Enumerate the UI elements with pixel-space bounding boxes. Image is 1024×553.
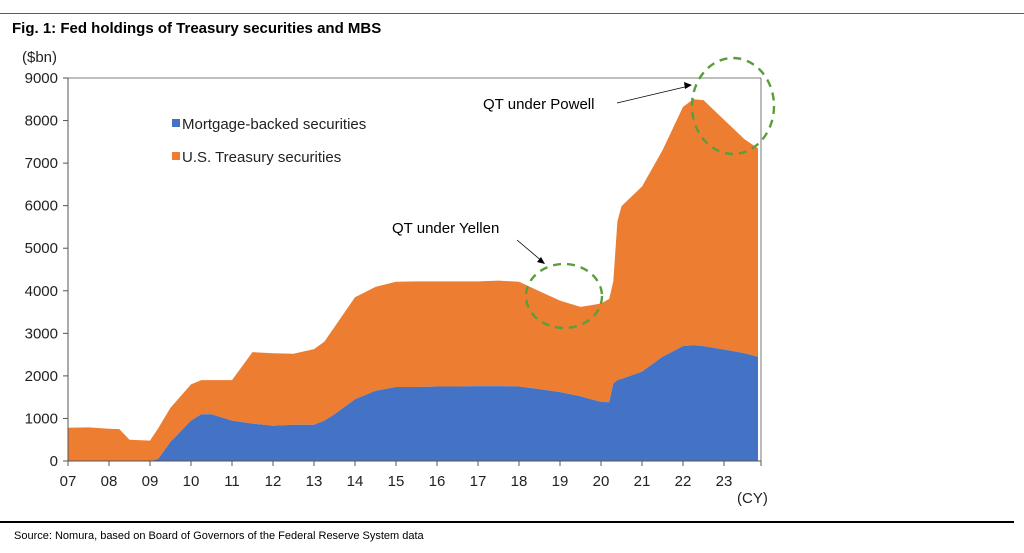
arrowhead-yellen: [537, 257, 545, 264]
top-rule: [0, 13, 1024, 14]
legend-swatch-mbs: [172, 119, 180, 127]
y-tick-label: 6000: [25, 198, 58, 215]
source-note: Source: Nomura, based on Board of Govern…: [14, 530, 424, 542]
y-tick-label: 3000: [25, 325, 58, 342]
series-area-treasury: [68, 99, 758, 462]
plot-area: [68, 77, 762, 461]
x-tick-label: 07: [60, 473, 77, 490]
bottom-rule: [0, 521, 1014, 523]
y-tick-label: 1000: [25, 410, 58, 427]
figure-title: Fig. 1: Fed holdings of Treasury securit…: [12, 20, 382, 37]
y-tick-label: 4000: [25, 283, 58, 300]
x-tick-label: 23: [716, 473, 733, 490]
x-tick-label: 18: [511, 473, 528, 490]
x-axis-label: (CY): [737, 490, 768, 507]
x-tick-label: 20: [593, 473, 610, 490]
axes-group: [63, 77, 762, 466]
x-tick-label: 10: [183, 473, 200, 490]
x-tick-label: 13: [306, 473, 323, 490]
legend-label-mbs: Mortgage-backed securities: [182, 116, 366, 133]
y-tick-label: 5000: [25, 240, 58, 257]
legend-swatch-treasury: [172, 152, 180, 160]
y-tick-label: 9000: [25, 70, 58, 87]
series-group: [68, 99, 758, 462]
annotation-text-yellen: QT under Yellen: [392, 220, 499, 237]
x-tick-label: 21: [634, 473, 651, 490]
tick-labels-group: 0 1000 2000 3000 4000 5000 6000 7000 8000 9000 07 0…: [25, 70, 733, 490]
x-tick-label: 19: [552, 473, 569, 490]
y-tick-label: 8000: [25, 113, 58, 130]
y-tick-label: 0: [50, 453, 58, 470]
x-tick-label: 08: [101, 473, 118, 490]
annotation-qt-powell: QT under Powell: [483, 56, 776, 156]
annotation-arrow-powell: [616, 85, 690, 104]
x-tick-label: 15: [388, 473, 405, 490]
x-tick-label: 11: [224, 473, 240, 490]
y-tick-label: 2000: [25, 368, 58, 385]
annotation-text-powell: QT under Powell: [483, 96, 594, 113]
x-tick-label: 12: [265, 473, 282, 490]
x-tick-label: 16: [429, 473, 446, 490]
x-tick-label: 22: [675, 473, 692, 490]
legend: Mortgage-backed securities U.S. Treasury…: [172, 116, 366, 166]
annotation-qt-yellen: QT under Yellen: [392, 220, 604, 330]
highlight-circle-yellen: [524, 262, 604, 330]
highlight-circle-powell: [690, 56, 776, 156]
y-tick-label: 7000: [25, 155, 58, 172]
legend-label-treasury: U.S. Treasury securities: [182, 149, 341, 166]
chart: 0 1000 2000 3000 4000 5000 6000 7000 8000 9000 07 0…: [22, 49, 776, 507]
x-tick-label: 17: [470, 473, 487, 490]
series-area-mbs: [68, 345, 758, 461]
annotation-arrow-yellen: [516, 239, 544, 263]
x-tick-label: 14: [347, 473, 364, 490]
y-axis-label: ($bn): [22, 49, 57, 66]
x-tick-label: 09: [142, 473, 159, 490]
arrowhead-powell: [684, 82, 692, 89]
